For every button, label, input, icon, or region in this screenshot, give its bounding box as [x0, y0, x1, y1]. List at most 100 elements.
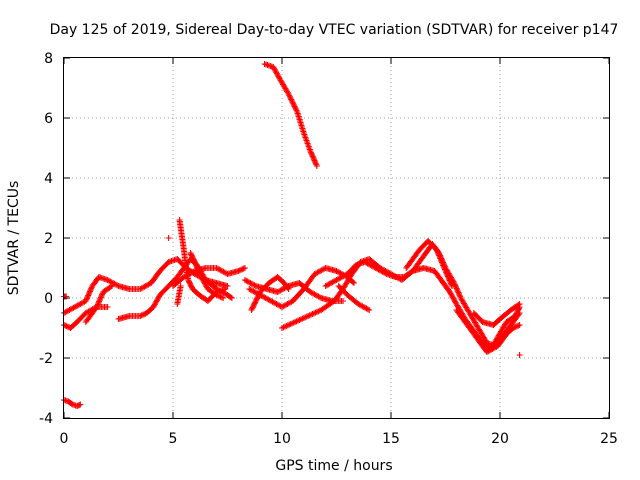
- data-point: [186, 279, 193, 286]
- series-track-12: [261, 61, 320, 169]
- data-point: [313, 161, 320, 168]
- data-point: [442, 268, 449, 274]
- data-point: [312, 158, 319, 165]
- data-point: [107, 283, 114, 290]
- y-tick-label: 4: [44, 171, 53, 187]
- data-point: [99, 291, 106, 298]
- data-point: [137, 313, 144, 319]
- data-point: [96, 298, 103, 305]
- data-point: [447, 278, 454, 285]
- data-point: [252, 298, 259, 304]
- data-point: [250, 303, 257, 310]
- data-point: [94, 302, 101, 309]
- y-tick-label: 6: [44, 111, 53, 127]
- data-point: [448, 281, 455, 288]
- data-point: [313, 163, 320, 169]
- data-point: [94, 301, 101, 308]
- data-point: [95, 299, 102, 306]
- data-point: [77, 401, 84, 408]
- data-point: [195, 268, 202, 275]
- data-point: [441, 265, 448, 272]
- series-track-14: [246, 265, 357, 310]
- x-tick-label: 15: [382, 431, 400, 447]
- x-tick-label: 20: [491, 431, 509, 447]
- data-point: [366, 307, 373, 313]
- data-point: [307, 149, 314, 156]
- data-point: [446, 277, 453, 284]
- grid: [64, 58, 609, 418]
- series-track-15: [248, 274, 292, 313]
- data-point: [85, 291, 92, 298]
- data-point: [239, 266, 246, 273]
- data-point: [86, 288, 93, 295]
- series-track-2: [61, 293, 70, 300]
- series-track-8: [176, 217, 229, 304]
- data-point: [438, 258, 445, 265]
- data-point: [251, 300, 258, 307]
- data-point: [447, 280, 454, 287]
- data-point: [218, 294, 225, 301]
- data-point: [433, 247, 440, 253]
- data-point: [514, 323, 521, 330]
- data-point: [193, 263, 200, 270]
- data-point: [187, 280, 194, 287]
- data-point: [437, 255, 444, 262]
- data-point: [216, 293, 223, 300]
- x-tick-label: 10: [273, 431, 291, 447]
- data-point: [408, 268, 415, 275]
- data-point: [436, 252, 443, 259]
- data-point: [213, 292, 220, 298]
- data-point: [241, 265, 248, 271]
- data-point: [308, 150, 315, 157]
- data-point: [194, 265, 201, 272]
- data-point: [84, 293, 91, 300]
- data-point: [195, 267, 202, 274]
- data-point: [290, 100, 297, 107]
- data-point: [87, 287, 94, 294]
- data-point: [446, 276, 453, 283]
- series-track-20: [453, 307, 523, 355]
- data-point: [312, 160, 319, 167]
- data-point: [114, 282, 121, 289]
- data-point: [192, 261, 199, 268]
- data-point: [292, 106, 299, 113]
- data-point: [249, 305, 256, 312]
- data-point: [516, 322, 523, 328]
- data-point: [364, 306, 371, 313]
- data-point: [311, 157, 318, 164]
- data-point: [292, 104, 299, 111]
- data-point: [63, 323, 70, 330]
- plot-frame: [63, 57, 610, 419]
- data-point: [457, 293, 464, 300]
- data-point: [253, 296, 260, 303]
- data-point: [98, 293, 105, 300]
- data-point: [511, 324, 518, 331]
- data-point: [252, 299, 259, 306]
- data-point: [187, 282, 194, 289]
- data-point: [293, 107, 300, 114]
- data-point: [444, 273, 451, 280]
- data-point: [434, 248, 441, 255]
- data-point: [248, 307, 255, 313]
- data-point: [515, 301, 522, 308]
- data-point: [197, 271, 204, 278]
- data-point: [512, 311, 519, 318]
- series-track-11: [187, 250, 227, 301]
- data-point: [217, 293, 224, 300]
- data-point: [240, 265, 247, 272]
- data-point: [228, 295, 235, 301]
- data-point: [441, 266, 448, 273]
- data-point: [190, 268, 197, 275]
- data-point: [285, 286, 292, 292]
- data-point: [287, 95, 294, 102]
- data-point: [437, 256, 444, 263]
- data-point: [350, 280, 357, 286]
- data-point: [220, 295, 227, 301]
- data-point: [185, 278, 192, 285]
- data-point: [455, 290, 462, 297]
- data-point: [512, 323, 519, 330]
- data-point: [310, 156, 317, 163]
- data-point: [83, 295, 90, 302]
- data-point: [439, 261, 446, 267]
